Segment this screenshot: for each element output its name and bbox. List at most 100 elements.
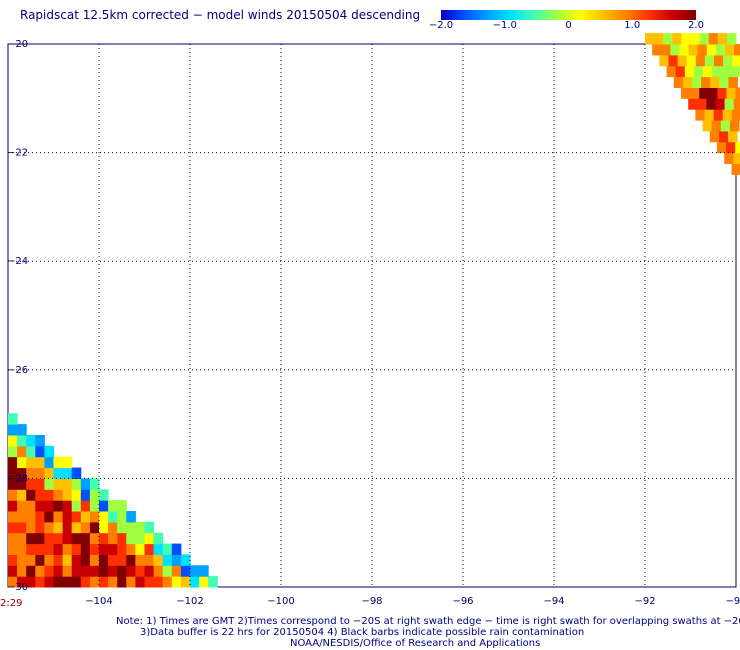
data-cell	[8, 435, 18, 447]
data-cell	[35, 554, 45, 566]
map-title: Rapidscat 12.5km corrected − model winds…	[20, 8, 421, 22]
data-cell	[208, 576, 218, 588]
data-cell	[8, 532, 18, 545]
note-line-2: 3)Data buffer is 22 hrs for 20150504 4) …	[140, 627, 585, 638]
data-cell	[8, 554, 18, 566]
data-cell	[80, 543, 91, 555]
data-cell	[62, 478, 73, 490]
data-cell	[26, 435, 36, 447]
data-cell	[681, 33, 691, 45]
data-cell	[17, 456, 27, 469]
data-cell	[26, 456, 36, 469]
colorbar-tick-label: 1.0	[624, 20, 641, 31]
data-cell	[99, 543, 109, 555]
data-cell	[62, 554, 73, 566]
data-cell	[726, 141, 736, 154]
data-cell	[17, 532, 27, 545]
data-cell	[35, 576, 45, 588]
data-cell	[8, 500, 18, 512]
colorbar-tick-label: 2.0	[688, 20, 704, 31]
data-cell	[661, 44, 671, 56]
data-cell	[35, 456, 45, 469]
data-cell	[735, 141, 740, 154]
data-cell	[719, 76, 729, 88]
data-cell	[44, 500, 54, 512]
data-cell	[199, 565, 209, 577]
data-cell	[44, 489, 54, 501]
data-cell	[126, 554, 136, 566]
data-cell	[71, 543, 82, 555]
data-cell	[80, 511, 91, 523]
data-cell	[162, 565, 173, 577]
data-cell	[53, 532, 64, 545]
colorbar-gradient	[441, 10, 696, 20]
data-cell	[652, 44, 662, 56]
data-cell	[26, 445, 36, 458]
data-cell	[71, 511, 82, 523]
data-cell	[62, 467, 73, 479]
data-cell	[162, 543, 173, 555]
data-cell	[99, 532, 109, 545]
data-cell	[162, 554, 173, 566]
data-cell	[717, 33, 728, 45]
data-cell	[80, 565, 91, 577]
data-cell	[153, 554, 164, 566]
data-cell	[679, 44, 690, 56]
lon-tick-label: −94	[543, 596, 564, 607]
data-cell	[180, 576, 191, 588]
lon-tick-label: −100	[267, 596, 294, 607]
lon-tick-label: −98	[361, 596, 382, 607]
data-cell	[71, 565, 82, 577]
data-cell	[645, 33, 655, 45]
data-cell	[17, 467, 27, 479]
data-cell	[17, 435, 27, 447]
data-cell	[26, 565, 36, 577]
data-cell	[695, 54, 706, 67]
data-cell	[117, 511, 127, 523]
data-cell	[724, 98, 735, 110]
data-cell	[89, 500, 100, 512]
data-cell	[117, 500, 127, 512]
data-cell	[686, 54, 697, 67]
data-cell	[673, 76, 684, 88]
data-cell	[71, 467, 82, 479]
data-cell	[71, 576, 82, 588]
data-cell	[715, 98, 726, 110]
data-cell	[688, 98, 698, 110]
data-cell	[62, 576, 73, 588]
data-cell	[8, 467, 18, 479]
data-cell	[153, 565, 164, 577]
lat-tick-label: −24	[7, 256, 28, 267]
data-cell	[668, 54, 679, 67]
data-cell	[62, 565, 73, 577]
data-cell	[26, 532, 36, 545]
data-cell	[126, 511, 136, 523]
data-cell	[715, 44, 726, 56]
data-cell	[126, 576, 136, 588]
data-cell	[117, 521, 127, 534]
data-cell	[35, 532, 45, 545]
data-cell	[89, 554, 100, 566]
data-cell	[35, 445, 45, 458]
data-cell	[144, 554, 155, 566]
data-cell	[162, 576, 173, 588]
data-cell	[71, 554, 82, 566]
data-cell	[53, 489, 64, 501]
data-cell	[80, 478, 91, 490]
data-cell	[35, 478, 45, 490]
data-cell	[171, 543, 182, 555]
data-cell	[654, 33, 664, 45]
data-cell	[153, 532, 164, 545]
data-cell	[710, 76, 720, 88]
data-cell	[672, 33, 682, 45]
data-cell	[35, 467, 45, 479]
data-cell	[692, 76, 702, 88]
data-cell	[99, 576, 109, 588]
data-cell	[99, 489, 109, 501]
data-cell	[713, 109, 724, 121]
data-cell	[53, 521, 64, 534]
data-cell	[708, 87, 718, 99]
data-cell	[726, 33, 737, 45]
data-cell	[26, 467, 36, 479]
data-cell	[682, 76, 693, 88]
